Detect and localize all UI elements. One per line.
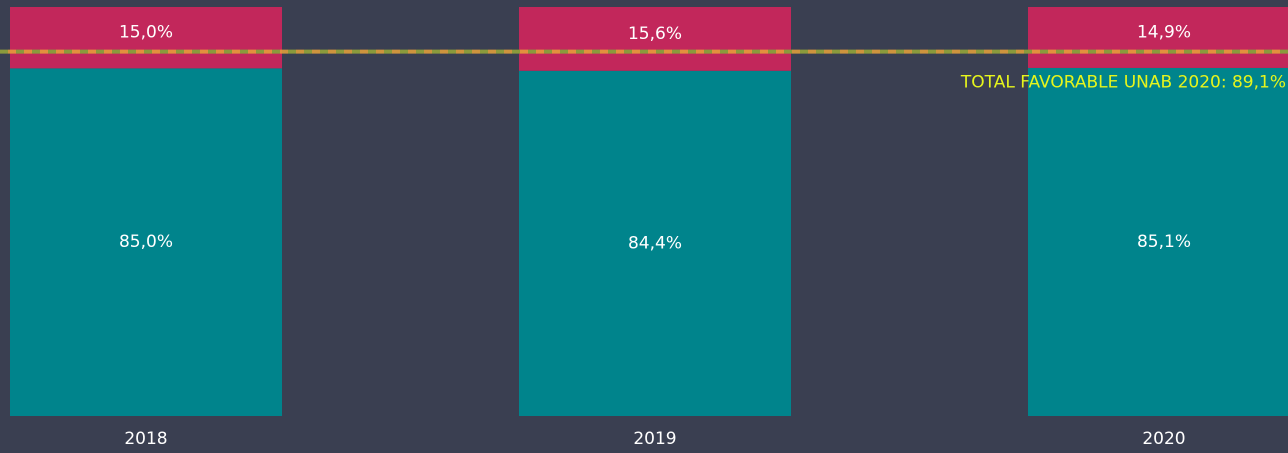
bar-segment xyxy=(1028,67,1288,416)
value-label: 14,9% xyxy=(1137,22,1191,42)
value-label: 85,1% xyxy=(1137,232,1191,252)
x-tick-label: 2019 xyxy=(633,429,676,449)
value-label: 85,0% xyxy=(119,232,173,252)
bar-segment xyxy=(10,68,282,416)
x-tick-label: 2018 xyxy=(124,429,167,449)
value-label: 84,4% xyxy=(628,233,682,253)
reference-label: TOTAL FAVORABLE UNAB 2020: 89,1% xyxy=(960,73,1286,93)
bar-segment xyxy=(519,70,791,416)
x-tick-label: 2020 xyxy=(1142,429,1185,449)
bar-segment xyxy=(519,7,791,71)
value-label: 15,0% xyxy=(119,23,173,43)
value-label: 15,6% xyxy=(628,24,682,44)
bar-segment xyxy=(10,7,282,69)
bar-segment xyxy=(1028,7,1288,68)
